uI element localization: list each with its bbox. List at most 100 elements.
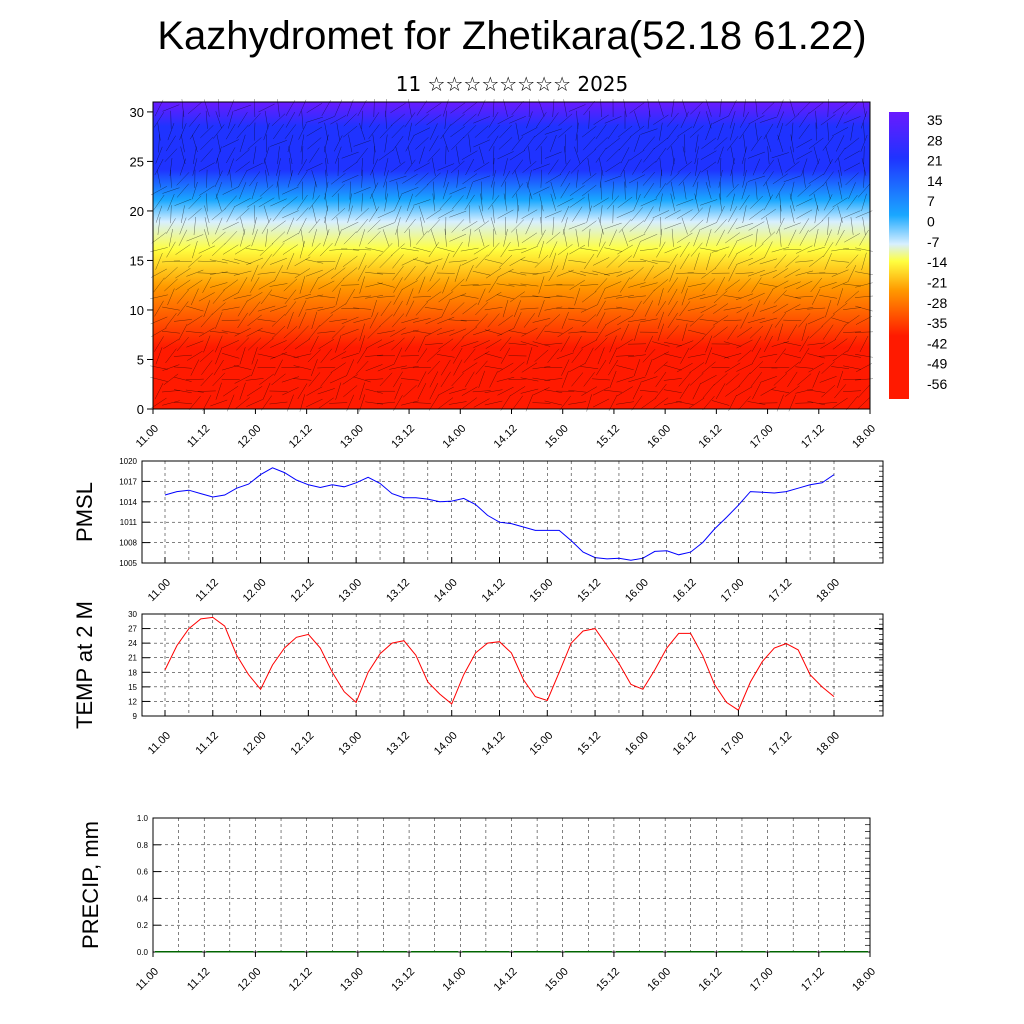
precip-bar [718,951,766,953]
wind-barb [820,114,836,126]
wind-barb [484,259,503,264]
wind-barb [699,294,718,300]
wind-barb [462,102,477,114]
wind-barb [449,328,467,336]
wind-barb [678,171,691,186]
wind-barb [580,304,598,313]
wind-barb [772,280,789,290]
wind-barb [260,254,273,269]
wind-barb [166,241,176,258]
wind-barb [497,362,514,373]
wind-barb [725,373,740,386]
wind-barb [693,229,701,247]
precip-bar [308,951,356,953]
wind-barb [798,124,810,140]
wind-barb [247,337,262,351]
wind-barb [185,331,204,334]
wind-barb [270,340,287,348]
wind-barb [427,219,441,233]
wind-barb [487,195,500,210]
wind-barb [666,172,680,186]
wind-barb [164,266,178,280]
wind-barb [605,315,621,326]
wind-barb [736,257,753,265]
wind-barb [795,260,814,263]
wind-barb [271,314,286,327]
wind-barb [500,395,511,411]
wind-barb [815,122,817,141]
wind-barb [263,205,270,223]
x-tick-label: 15.00 [543,966,571,994]
wind-barb [221,330,240,334]
wind-barb [511,159,524,175]
wind-barb [477,288,486,306]
wind-barb [265,228,268,247]
wind-barb [843,210,861,218]
wind-barb [750,372,763,387]
wind-barb [682,323,688,341]
x-tick-label: 17.00 [748,423,776,451]
wind-barb [598,228,604,247]
wind-barb [667,312,678,329]
wind-barb [420,217,424,235]
wind-barb [742,169,747,188]
wind-barb [365,354,384,357]
wind-barb [666,325,679,340]
x-tick-label: 13.00 [338,423,366,451]
wind-barb [330,351,347,361]
wind-barb [736,386,753,396]
wind-barb [730,158,735,176]
wind-barb [695,158,699,176]
wind-barb [689,362,705,374]
wind-barb [185,389,204,393]
wind-barb [595,124,607,140]
wind-barb [343,125,358,138]
wind-barb [461,257,478,266]
precip-bar [769,951,817,953]
wind-barb [700,222,718,230]
wind-barb [298,123,307,140]
wind-barb [297,171,308,187]
wind-barb [528,146,531,165]
wind-barb [490,217,497,235]
wind-barb [329,402,348,404]
wind-barb [198,162,215,172]
wind-barb [301,110,304,129]
wind-barb [454,264,461,282]
wind-barb [747,317,766,324]
wind-barb [544,128,562,135]
wind-barb [777,158,784,176]
wind-barb [773,373,788,386]
wind-barb [791,122,794,141]
wind-barb [310,335,319,353]
wind-barb [795,402,814,404]
wind-barb [170,205,172,224]
wind-barb [612,205,614,224]
wind-barb [187,102,202,114]
wind-barb [748,115,765,125]
wind-barb [787,371,798,388]
wind-barb [760,386,777,396]
wind-barb [618,255,632,268]
wind-barb [281,271,300,275]
wind-barb [296,207,309,222]
wind-barb [832,350,848,362]
wind-barb [692,170,701,188]
wind-barb [617,339,633,349]
wind-barb [312,181,317,200]
wind-barb [415,301,428,316]
wind-barb [861,193,867,212]
wind-barb [497,115,514,125]
wind-barb [473,175,491,183]
wind-barb [444,228,447,247]
wind-barb [716,205,725,223]
wind-barb [390,161,406,173]
x-tick-label: 11.12 [185,966,212,993]
wind-barb [239,347,246,365]
precip-bar [564,951,612,953]
wind-barb [404,112,416,128]
wind-barb [550,252,557,271]
wind-barb [667,277,679,293]
wind-barb [341,352,359,359]
wind-barb [310,359,318,377]
